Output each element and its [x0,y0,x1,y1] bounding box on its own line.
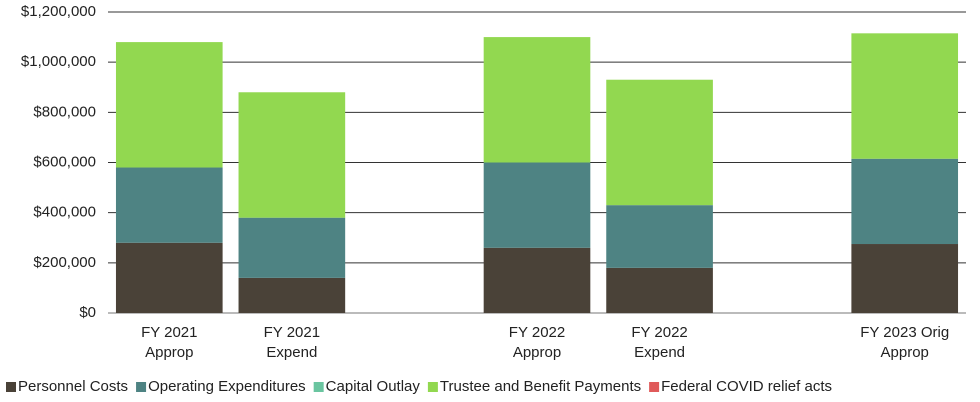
legend-label: Personnel Costs [18,378,128,395]
bar-segment [851,33,959,159]
x-tick-label: FY 2022 Expend [631,324,687,361]
legend-label: Capital Outlay [326,378,421,395]
bar-segment [238,92,346,218]
y-tick-label: $600,000 [33,153,96,170]
legend-swatch [6,382,16,392]
y-tick-label: $200,000 [33,254,96,271]
bar-segment [483,162,591,248]
bar-segment [238,277,346,313]
legend-label: Operating Expenditures [148,378,306,395]
x-tick-label: FY 2021 Expend [264,324,320,361]
y-tick-label: $400,000 [33,204,96,221]
x-tick-label: FY 2023 Orig Approp [860,324,949,361]
x-tick-label: FY 2021 Approp [141,324,197,361]
bar-segment [115,242,223,313]
x-tick-label: FY 2022 Approp [509,324,565,361]
y-tick-label: $1,000,000 [21,53,96,70]
legend-swatch [427,382,438,392]
bar-segment [238,217,346,278]
legend-swatch [649,382,660,392]
bar-segment [483,37,591,163]
bar-segment [851,244,959,313]
bar-segment [606,267,713,313]
legend-swatch [313,382,324,392]
y-tick-label: $800,000 [33,103,96,120]
bar-segment [483,247,591,313]
legend-label: Trustee and Benefit Payments [440,378,641,395]
legend-label: Federal COVID relief acts [661,378,832,395]
bar-segment [851,158,959,245]
bar-segment [115,42,223,168]
legend-swatch [136,382,147,392]
bar-segment [606,79,713,206]
bar-segment [606,205,713,268]
bar-segment [115,167,223,243]
y-tick-label: $0 [79,304,96,321]
y-tick-label: $1,200,000 [21,3,96,20]
